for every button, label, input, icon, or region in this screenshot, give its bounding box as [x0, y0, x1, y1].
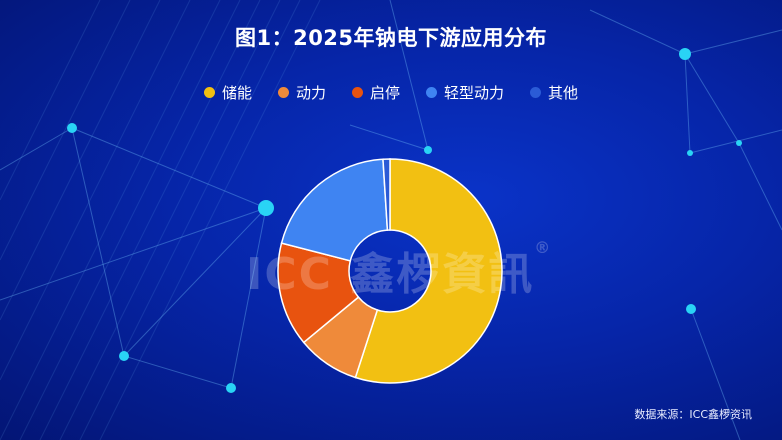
- pie-slice-1: [354, 158, 503, 384]
- legend-swatch: [351, 87, 363, 98]
- legend-swatch: [277, 87, 289, 98]
- chart-title: 图1：2025年钠电下游应用分布: [234, 26, 548, 50]
- legend-item: 启停: [351, 82, 400, 103]
- data-source-note: 数据来源：ICC鑫椤资讯: [634, 408, 752, 421]
- watermark-text: ICC 鑫椤資訊: [246, 249, 535, 300]
- registered-mark: ®: [534, 238, 553, 257]
- legend-item: 轻型动力: [426, 82, 504, 103]
- legend-label: 其他: [548, 84, 579, 102]
- chart-legend: 储能 动力 启停 轻型动力 其他: [0, 82, 782, 103]
- legend-item: 储能: [203, 82, 252, 103]
- legend-label: 动力: [295, 84, 326, 102]
- legend-swatch: [530, 87, 542, 98]
- legend-label: 启停: [369, 84, 400, 102]
- legend-label: 储能: [221, 84, 252, 102]
- legend-item: 动力: [277, 82, 326, 103]
- watermark-logo: ICC 鑫椤資訊®: [246, 238, 552, 302]
- legend-item: 其他: [530, 82, 578, 103]
- pie-slice-5: [382, 158, 391, 231]
- pie-slice-4: [280, 158, 389, 262]
- legend-label: 轻型动力: [444, 84, 505, 102]
- legend-swatch: [426, 87, 437, 98]
- legend-swatch: [203, 87, 215, 98]
